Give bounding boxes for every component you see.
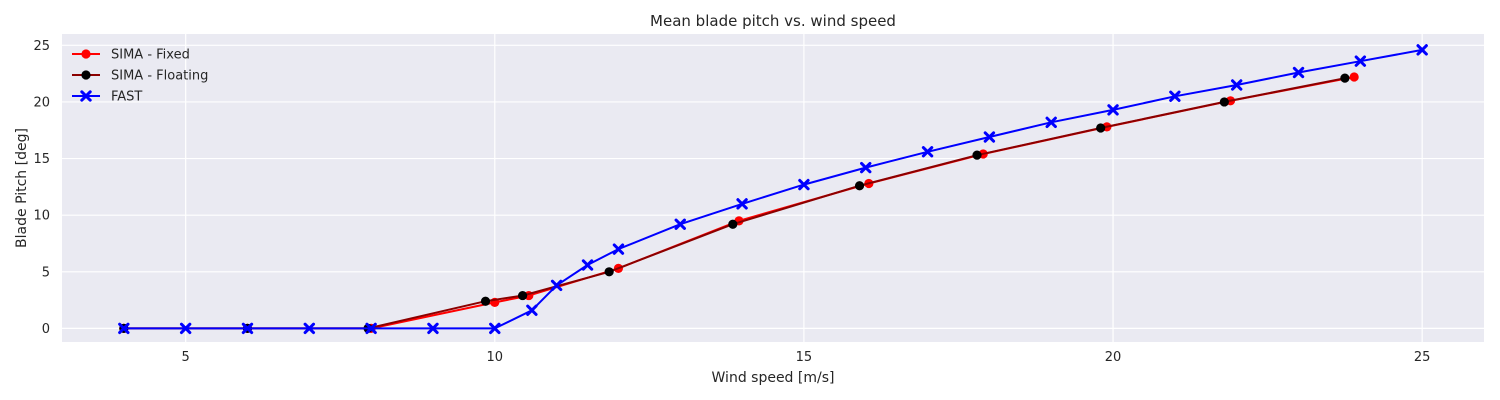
data-point-fast: [1169, 90, 1181, 102]
data-point-sima-floating: [854, 181, 865, 191]
y-tick-label: 15: [33, 152, 50, 167]
data-point-sima-floating: [728, 219, 738, 229]
data-point-fast: [1416, 44, 1428, 56]
data-point-fast: [674, 218, 686, 230]
data-point-fast: [1045, 116, 1057, 129]
legend-marker: [81, 49, 91, 59]
data-point-fast: [179, 322, 192, 335]
data-point-fast: [1230, 79, 1243, 91]
x-tick-label: 20: [1105, 350, 1122, 365]
legend-item-sima-fixed: SIMA - Fixed: [72, 48, 190, 63]
y-tick-label: 10: [33, 209, 50, 224]
data-point-fast: [736, 198, 748, 210]
y-axis-label: Blade Pitch [deg]: [14, 128, 30, 248]
data-point-sima-floating: [1219, 97, 1229, 107]
data-point-fast: [983, 131, 996, 143]
data-point-fast: [118, 322, 130, 335]
data-point-fast: [921, 146, 934, 158]
legend-label: SIMA - Floating: [111, 69, 208, 84]
data-point-sima-fixed: [1349, 72, 1359, 82]
data-point-fast: [1354, 55, 1367, 67]
data-point-fast: [550, 279, 563, 292]
y-tick-label: 0: [42, 322, 50, 337]
legend-label: SIMA - Fixed: [111, 48, 190, 63]
x-tick-label: 5: [182, 350, 190, 365]
y-tick-label: 20: [33, 95, 50, 110]
tick-labels: 5 10 15 20 25 0 5 10 15 20 25: [33, 39, 1430, 365]
x-tick-label: 25: [1414, 350, 1431, 365]
data-point-fast: [798, 178, 810, 191]
data-point-fast: [427, 322, 439, 335]
data-point-sima-floating: [518, 290, 528, 301]
series-line-fast: [123, 48, 1423, 330]
data-point-sima-floating: [1340, 73, 1350, 83]
legend-marker: [80, 90, 92, 102]
x-tick-label: 15: [796, 350, 813, 365]
y-tick-label: 5: [42, 265, 50, 280]
data-point-fast: [1107, 104, 1119, 116]
data-point-fast: [1292, 66, 1305, 79]
data-point-fast: [365, 322, 377, 335]
data-point-fast: [860, 161, 872, 174]
chart-title: Mean blade pitch vs. wind speed: [650, 12, 896, 30]
data-point-fast: [241, 322, 254, 335]
grid-lines: [62, 34, 1484, 342]
data-point-sima-floating: [604, 267, 614, 277]
plot-area: [62, 34, 1484, 342]
data-point-sima-floating: [1096, 123, 1106, 133]
legend-label: FAST: [111, 90, 142, 105]
legend-item-fast: FAST: [72, 90, 142, 105]
y-tick-label: 25: [33, 39, 50, 54]
data-point-sima-floating: [972, 150, 982, 160]
data-point-fast: [489, 322, 501, 335]
x-axis-label: Wind speed [m/s]: [712, 370, 835, 386]
data-point-fast: [612, 243, 625, 255]
data-point-fast: [526, 304, 538, 316]
legend-marker: [81, 70, 91, 80]
legend: SIMA - Fixed SIMA - Floating FAST: [72, 48, 208, 105]
data-point-fast: [303, 322, 316, 335]
data-point-sima-floating: [480, 296, 491, 306]
series-layer: [118, 44, 1428, 335]
legend-item-sima-floating: SIMA - Floating: [72, 69, 208, 84]
x-tick-label: 10: [487, 350, 504, 365]
data-point-fast: [581, 259, 594, 271]
series-fast: [118, 44, 1428, 335]
